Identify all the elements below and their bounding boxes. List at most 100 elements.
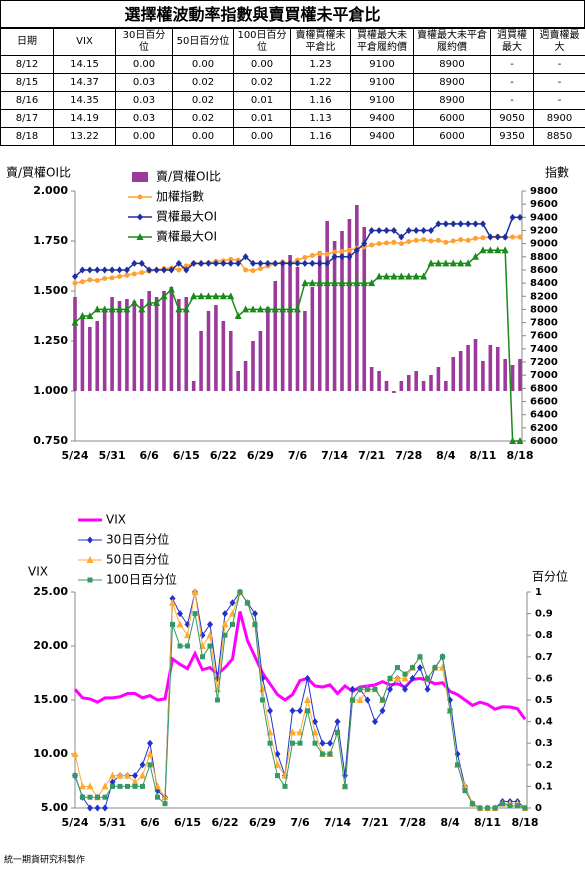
point <box>447 708 453 714</box>
point <box>131 259 138 267</box>
point <box>327 739 333 747</box>
bar <box>258 331 263 391</box>
table-cell: - <box>490 55 534 74</box>
point <box>457 259 465 267</box>
point <box>272 259 279 267</box>
y2-tick-label: 7600 <box>530 331 558 342</box>
table-cell: - <box>533 91 585 110</box>
legend-label: 30日百分位 <box>106 532 169 547</box>
point <box>509 437 517 444</box>
point <box>229 599 236 607</box>
point <box>274 750 281 758</box>
point <box>87 277 93 283</box>
point <box>71 750 79 757</box>
point <box>123 305 131 313</box>
point <box>297 740 303 746</box>
point <box>101 266 108 274</box>
point <box>275 773 280 779</box>
table-cell: 14.19 <box>53 109 116 128</box>
bar <box>377 371 381 391</box>
y2-tick-label: 0.9 <box>535 609 553 620</box>
header-cell: 日期 <box>0 28 54 56</box>
point <box>169 594 176 602</box>
point <box>234 312 242 319</box>
point <box>413 226 420 234</box>
table-row: 8/12 14.15 0.00 0.00 0.00 1.23 9100 8900- - <box>0 55 585 74</box>
point <box>412 272 420 280</box>
point <box>522 805 528 811</box>
point <box>177 643 183 649</box>
point <box>78 312 86 319</box>
table-cell: - <box>533 55 585 74</box>
point <box>502 233 509 241</box>
y2-tick-label: 9000 <box>530 239 558 250</box>
legend-label: 加權指數 <box>156 189 204 204</box>
point <box>124 771 131 779</box>
point <box>368 226 375 234</box>
point <box>87 804 93 812</box>
point <box>79 782 86 790</box>
point <box>401 674 409 682</box>
table-cell: 6000 <box>413 127 491 146</box>
legend-marker <box>87 536 93 544</box>
bar <box>177 299 181 391</box>
point <box>345 279 353 287</box>
point <box>425 675 430 681</box>
point <box>250 268 256 274</box>
x-tick-label: 7/28 <box>399 816 426 829</box>
table-cell: 1.22 <box>290 73 351 92</box>
bar <box>444 381 448 391</box>
point <box>279 305 287 313</box>
x-tick-label: 8/11 <box>469 449 496 462</box>
table-cell: 9100 <box>350 91 414 110</box>
point <box>132 783 138 789</box>
point <box>71 318 79 326</box>
point <box>305 708 310 714</box>
point <box>169 598 176 606</box>
point <box>138 259 145 267</box>
point <box>214 685 221 693</box>
point <box>427 259 435 267</box>
table-cell: - <box>490 73 534 92</box>
point <box>516 437 524 444</box>
bar <box>369 367 374 391</box>
point <box>450 220 457 228</box>
point <box>480 235 486 241</box>
point <box>409 674 416 682</box>
point <box>140 783 145 789</box>
y2-tick-label: 9400 <box>530 212 558 223</box>
point <box>376 241 382 247</box>
point <box>494 233 501 241</box>
table-cell: 0.00 <box>172 127 234 146</box>
bar <box>88 327 92 391</box>
point <box>302 254 308 260</box>
point <box>390 272 398 280</box>
y-axis-title: 賣/買權OI比 <box>6 165 71 180</box>
point <box>413 237 419 243</box>
table-cell: 0.00 <box>172 55 234 74</box>
bar <box>266 307 270 391</box>
point <box>394 674 401 682</box>
point <box>339 249 345 255</box>
table-row: 8/17 14.19 0.03 0.02 0.01 1.13 9400 6000 9050 890… <box>0 109 585 128</box>
point <box>222 610 228 618</box>
y2-tick-label: 9800 <box>530 186 558 197</box>
point <box>320 751 325 757</box>
y-tick-label: 2.000 <box>33 184 68 197</box>
x-tick-label: 6/6 <box>140 449 160 462</box>
point <box>109 778 116 786</box>
bar <box>221 321 226 391</box>
bar <box>139 299 144 391</box>
bar <box>429 375 433 391</box>
point <box>368 279 376 287</box>
point <box>175 259 182 267</box>
point <box>428 238 434 244</box>
point <box>357 686 363 692</box>
point <box>200 654 205 660</box>
table-cell: 8900 <box>413 73 491 92</box>
point <box>301 279 309 287</box>
table-row: 8/15 14.37 0.03 0.02 0.02 1.22 9100 8900- - <box>0 73 585 92</box>
y-tick-label: 10.00 <box>33 747 68 760</box>
x-tick-label: 7/14 <box>324 816 351 829</box>
point <box>402 685 408 693</box>
